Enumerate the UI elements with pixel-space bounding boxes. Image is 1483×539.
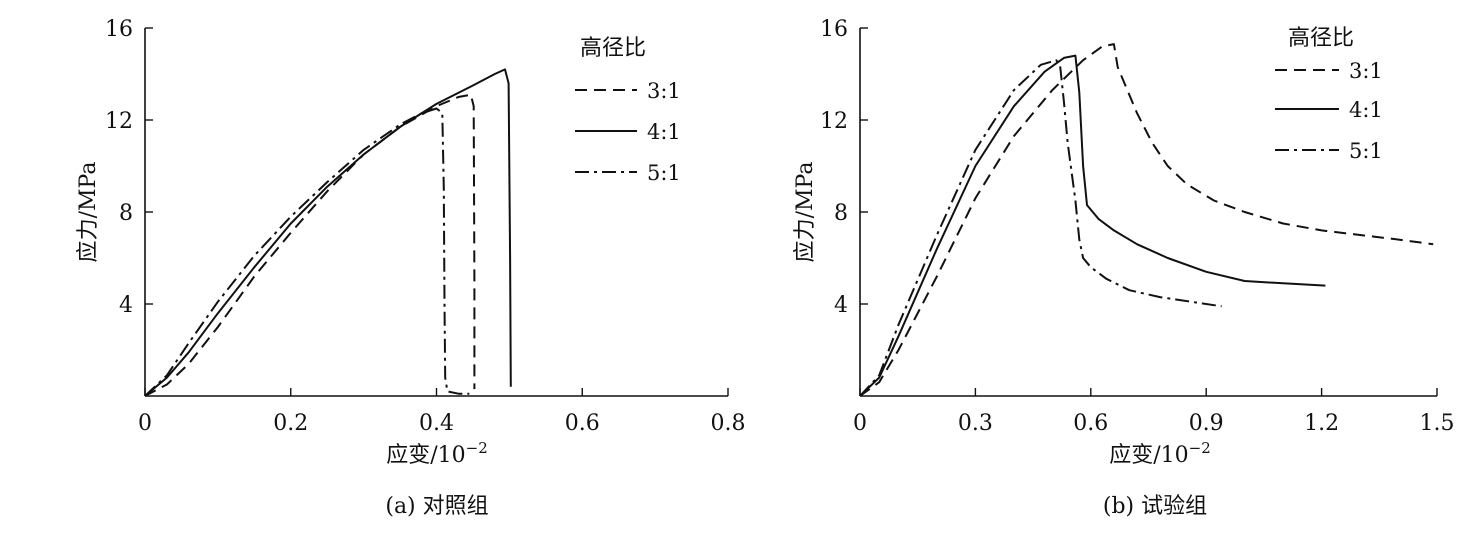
panel-caption: (b) 试验组 <box>1103 494 1207 519</box>
series-line-5-1 <box>859 59 1222 397</box>
y-tick-label: 8 <box>119 201 133 226</box>
series-line-3-1 <box>859 43 1434 397</box>
x-axis-title: 应变/10−2 <box>1109 439 1211 468</box>
x-tick-label: 1.5 <box>1420 411 1455 436</box>
x-tick-label: 0 <box>138 411 152 436</box>
y-tick-label: 12 <box>105 109 133 134</box>
legend-title: 高径比 <box>580 36 646 61</box>
x-tick-label: 0.9 <box>1189 411 1224 436</box>
x-tick-label: 0.3 <box>958 411 993 436</box>
x-tick-label: 0.6 <box>565 411 600 436</box>
panel-caption: (a) 对照组 <box>385 494 488 519</box>
y-tick-label: 16 <box>105 17 133 42</box>
x-tick-label: 0 <box>853 411 867 436</box>
series-line-5-1 <box>144 107 470 397</box>
y-tick-label: 8 <box>834 201 848 226</box>
y-tick-label: 12 <box>820 109 848 134</box>
panel-b: 0 0.3 0.6 0.9 1.2 1.5 4 8 12 16 应变/10−2 应力/MPa 高径比 3:… <box>793 17 1455 519</box>
y-tick-label: 4 <box>119 293 133 318</box>
x-tick-label: 0.4 <box>419 411 454 436</box>
x-axis-title: 应变/10−2 <box>386 439 488 468</box>
legend-label: 4:1 <box>647 120 681 144</box>
x-tick-label: 0.8 <box>711 411 746 436</box>
x-axis-title-exponent: −2 <box>1189 439 1211 457</box>
y-tick-label: 4 <box>834 293 848 318</box>
series-line-4-1 <box>859 54 1326 397</box>
x-tick-label: 1.2 <box>1304 411 1339 436</box>
legend-label: 5:1 <box>647 161 681 185</box>
series-line-4-1 <box>144 68 512 397</box>
legend-label: 3:1 <box>1349 59 1383 83</box>
y-tick-label: 16 <box>820 17 848 42</box>
x-tick-label: 0.2 <box>273 411 308 436</box>
y-axis-title: 应力/MPa <box>76 162 101 263</box>
y-axis-title: 应力/MPa <box>793 162 818 263</box>
legend-label: 3:1 <box>647 79 681 103</box>
x-tick-label: 0.6 <box>1073 411 1108 436</box>
x-axis-title-exponent: −2 <box>466 439 488 457</box>
legend-label: 5:1 <box>1349 139 1383 163</box>
legend-label: 4:1 <box>1349 98 1383 122</box>
series-line-3-1 <box>144 93 476 397</box>
legend-title: 高径比 <box>1288 26 1354 51</box>
